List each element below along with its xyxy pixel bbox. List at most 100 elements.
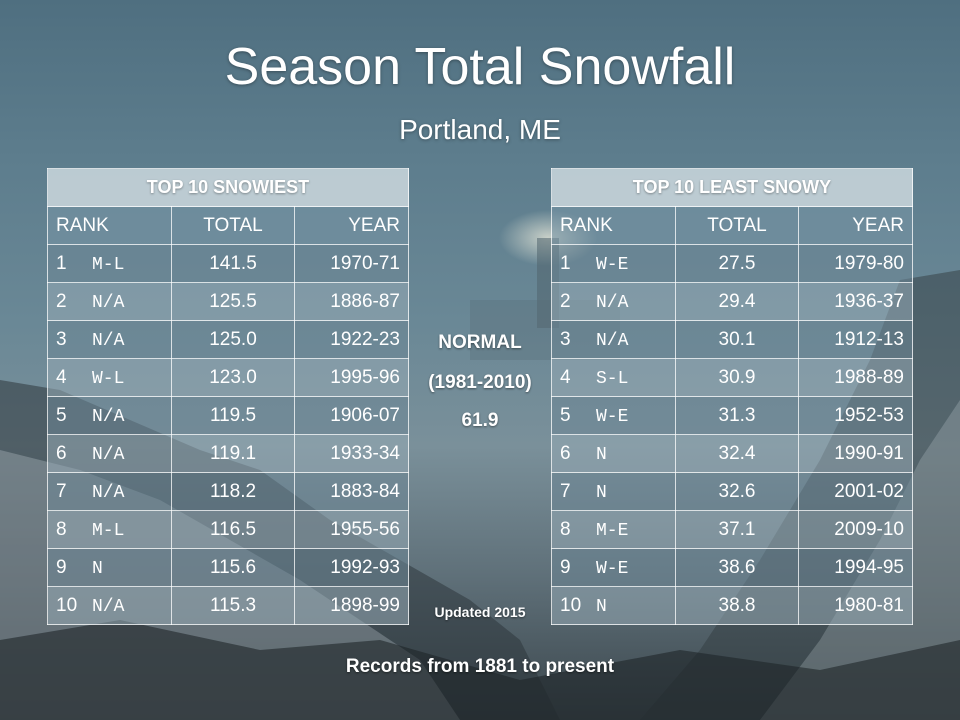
rank-number: 10 <box>560 594 582 616</box>
total-cell: 116.5 <box>170 510 296 549</box>
year-cell: 1955-56 <box>294 510 409 549</box>
table-row: 1 M-L 141.5 1970-71 <box>47 244 409 283</box>
total-cell: 37.1 <box>674 510 800 549</box>
pattern-code: N/A <box>92 596 125 617</box>
table-row: 8 M-E 37.1 2009-10 <box>551 510 913 549</box>
year-cell: 1936-37 <box>798 282 913 321</box>
page-subtitle: Portland, ME <box>399 114 561 145</box>
pattern-code: N/A <box>92 482 125 503</box>
pattern-code: S-L <box>596 368 629 389</box>
rank-number: 9 <box>560 556 571 578</box>
total-cell: 118.2 <box>170 472 296 511</box>
year-cell: 2001-02 <box>798 472 913 511</box>
year-cell: 1970-71 <box>294 244 409 283</box>
year-cell: 2009-10 <box>798 510 913 549</box>
table-row: 7 N 32.6 2001-02 <box>551 472 913 511</box>
year-column-header: YEAR <box>798 206 913 245</box>
rank-number: 3 <box>560 328 571 350</box>
rank-cell: 4 S-L <box>551 358 676 397</box>
year-cell: 1906-07 <box>294 396 409 435</box>
total-cell: 115.6 <box>170 548 296 587</box>
total-cell: 115.3 <box>170 586 296 625</box>
rank-number: 2 <box>560 290 571 312</box>
table-row: 2 N/A 125.5 1886-87 <box>47 282 409 321</box>
rank-number: 9 <box>56 556 67 578</box>
total-cell: 125.0 <box>170 320 296 359</box>
rank-cell: 3 N/A <box>47 320 172 359</box>
rank-cell: 6 N/A <box>47 434 172 473</box>
rank-number: 7 <box>56 480 67 502</box>
pattern-code: N/A <box>92 292 125 313</box>
pattern-code: M-L <box>92 520 125 541</box>
page-title: Season Total Snowfall <box>224 38 736 96</box>
total-cell: 125.5 <box>170 282 296 321</box>
total-cell: 30.9 <box>674 358 800 397</box>
year-cell: 1886-87 <box>294 282 409 321</box>
rank-cell: 5 N/A <box>47 396 172 435</box>
normal-period: (1981-2010) <box>428 372 532 393</box>
table-row: 4 W-L 123.0 1995-96 <box>47 358 409 397</box>
pattern-code: N <box>92 558 103 579</box>
rank-number: 4 <box>560 366 571 388</box>
rank-cell: 3 N/A <box>551 320 676 359</box>
rank-cell: 2 N/A <box>551 282 676 321</box>
rank-number: 1 <box>56 252 67 274</box>
pattern-code: N <box>596 444 607 465</box>
table-row: 9 W-E 38.6 1994-95 <box>551 548 913 587</box>
rank-cell: 1 M-L <box>47 244 172 283</box>
rank-column-header: RANK <box>551 206 676 245</box>
year-cell: 1979-80 <box>798 244 913 283</box>
rank-cell: 2 N/A <box>47 282 172 321</box>
total-cell: 119.5 <box>170 396 296 435</box>
total-cell: 32.6 <box>674 472 800 511</box>
records-footer: Records from 1881 to present <box>345 656 615 677</box>
total-cell: 38.6 <box>674 548 800 587</box>
pattern-code: N/A <box>92 444 125 465</box>
table-row: 7 N/A 118.2 1883-84 <box>47 472 409 511</box>
year-cell: 1952-53 <box>798 396 913 435</box>
pattern-code: M-E <box>596 520 629 541</box>
table-row: 8 M-L 116.5 1955-56 <box>47 510 409 549</box>
pattern-code: N/A <box>596 330 629 351</box>
year-cell: 1994-95 <box>798 548 913 587</box>
table-row: 6 N/A 119.1 1933-34 <box>47 434 409 473</box>
normal-value: 61.9 <box>461 410 499 431</box>
rank-cell: 7 N/A <box>47 472 172 511</box>
rank-cell: 9 W-E <box>551 548 676 587</box>
rank-number: 8 <box>56 518 67 540</box>
pattern-code: N/A <box>596 292 629 313</box>
rank-number: 8 <box>560 518 571 540</box>
rank-cell: 8 M-L <box>47 510 172 549</box>
table-row: 5 N/A 119.5 1906-07 <box>47 396 409 435</box>
total-cell: 123.0 <box>170 358 296 397</box>
snowiest-table: TOP 10 SNOWIEST RANK TOTAL YEAR 1 M-L 141.… <box>47 168 409 625</box>
rank-cell: 8 M-E <box>551 510 676 549</box>
rank-number: 3 <box>56 328 67 350</box>
total-column-header: TOTAL <box>170 206 296 245</box>
rank-cell: 5 W-E <box>551 396 676 435</box>
table-row: 6 N 32.4 1990-91 <box>551 434 913 473</box>
table-row: 10 N 38.8 1980-81 <box>551 586 913 625</box>
pattern-code: W-E <box>596 558 629 579</box>
total-cell: 32.4 <box>674 434 800 473</box>
rank-number: 4 <box>56 366 67 388</box>
year-cell: 1995-96 <box>294 358 409 397</box>
pattern-code: W-E <box>596 254 629 275</box>
rank-number: 7 <box>560 480 571 502</box>
total-cell: 119.1 <box>170 434 296 473</box>
year-cell: 1912-13 <box>798 320 913 359</box>
total-cell: 27.5 <box>674 244 800 283</box>
rank-cell: 4 W-L <box>47 358 172 397</box>
rank-number: 6 <box>560 442 571 464</box>
snowiest-table-title: TOP 10 SNOWIEST <box>47 168 409 207</box>
rank-cell: 1 W-E <box>551 244 676 283</box>
total-cell: 38.8 <box>674 586 800 625</box>
least-snowy-table: TOP 10 LEAST SNOWY RANK TOTAL YEAR 1 W-E 2… <box>551 168 913 625</box>
table-row: 2 N/A 29.4 1936-37 <box>551 282 913 321</box>
pattern-code: W-E <box>596 406 629 427</box>
year-column-header: YEAR <box>294 206 409 245</box>
table-row: 1 W-E 27.5 1979-80 <box>551 244 913 283</box>
rank-number: 5 <box>56 404 67 426</box>
